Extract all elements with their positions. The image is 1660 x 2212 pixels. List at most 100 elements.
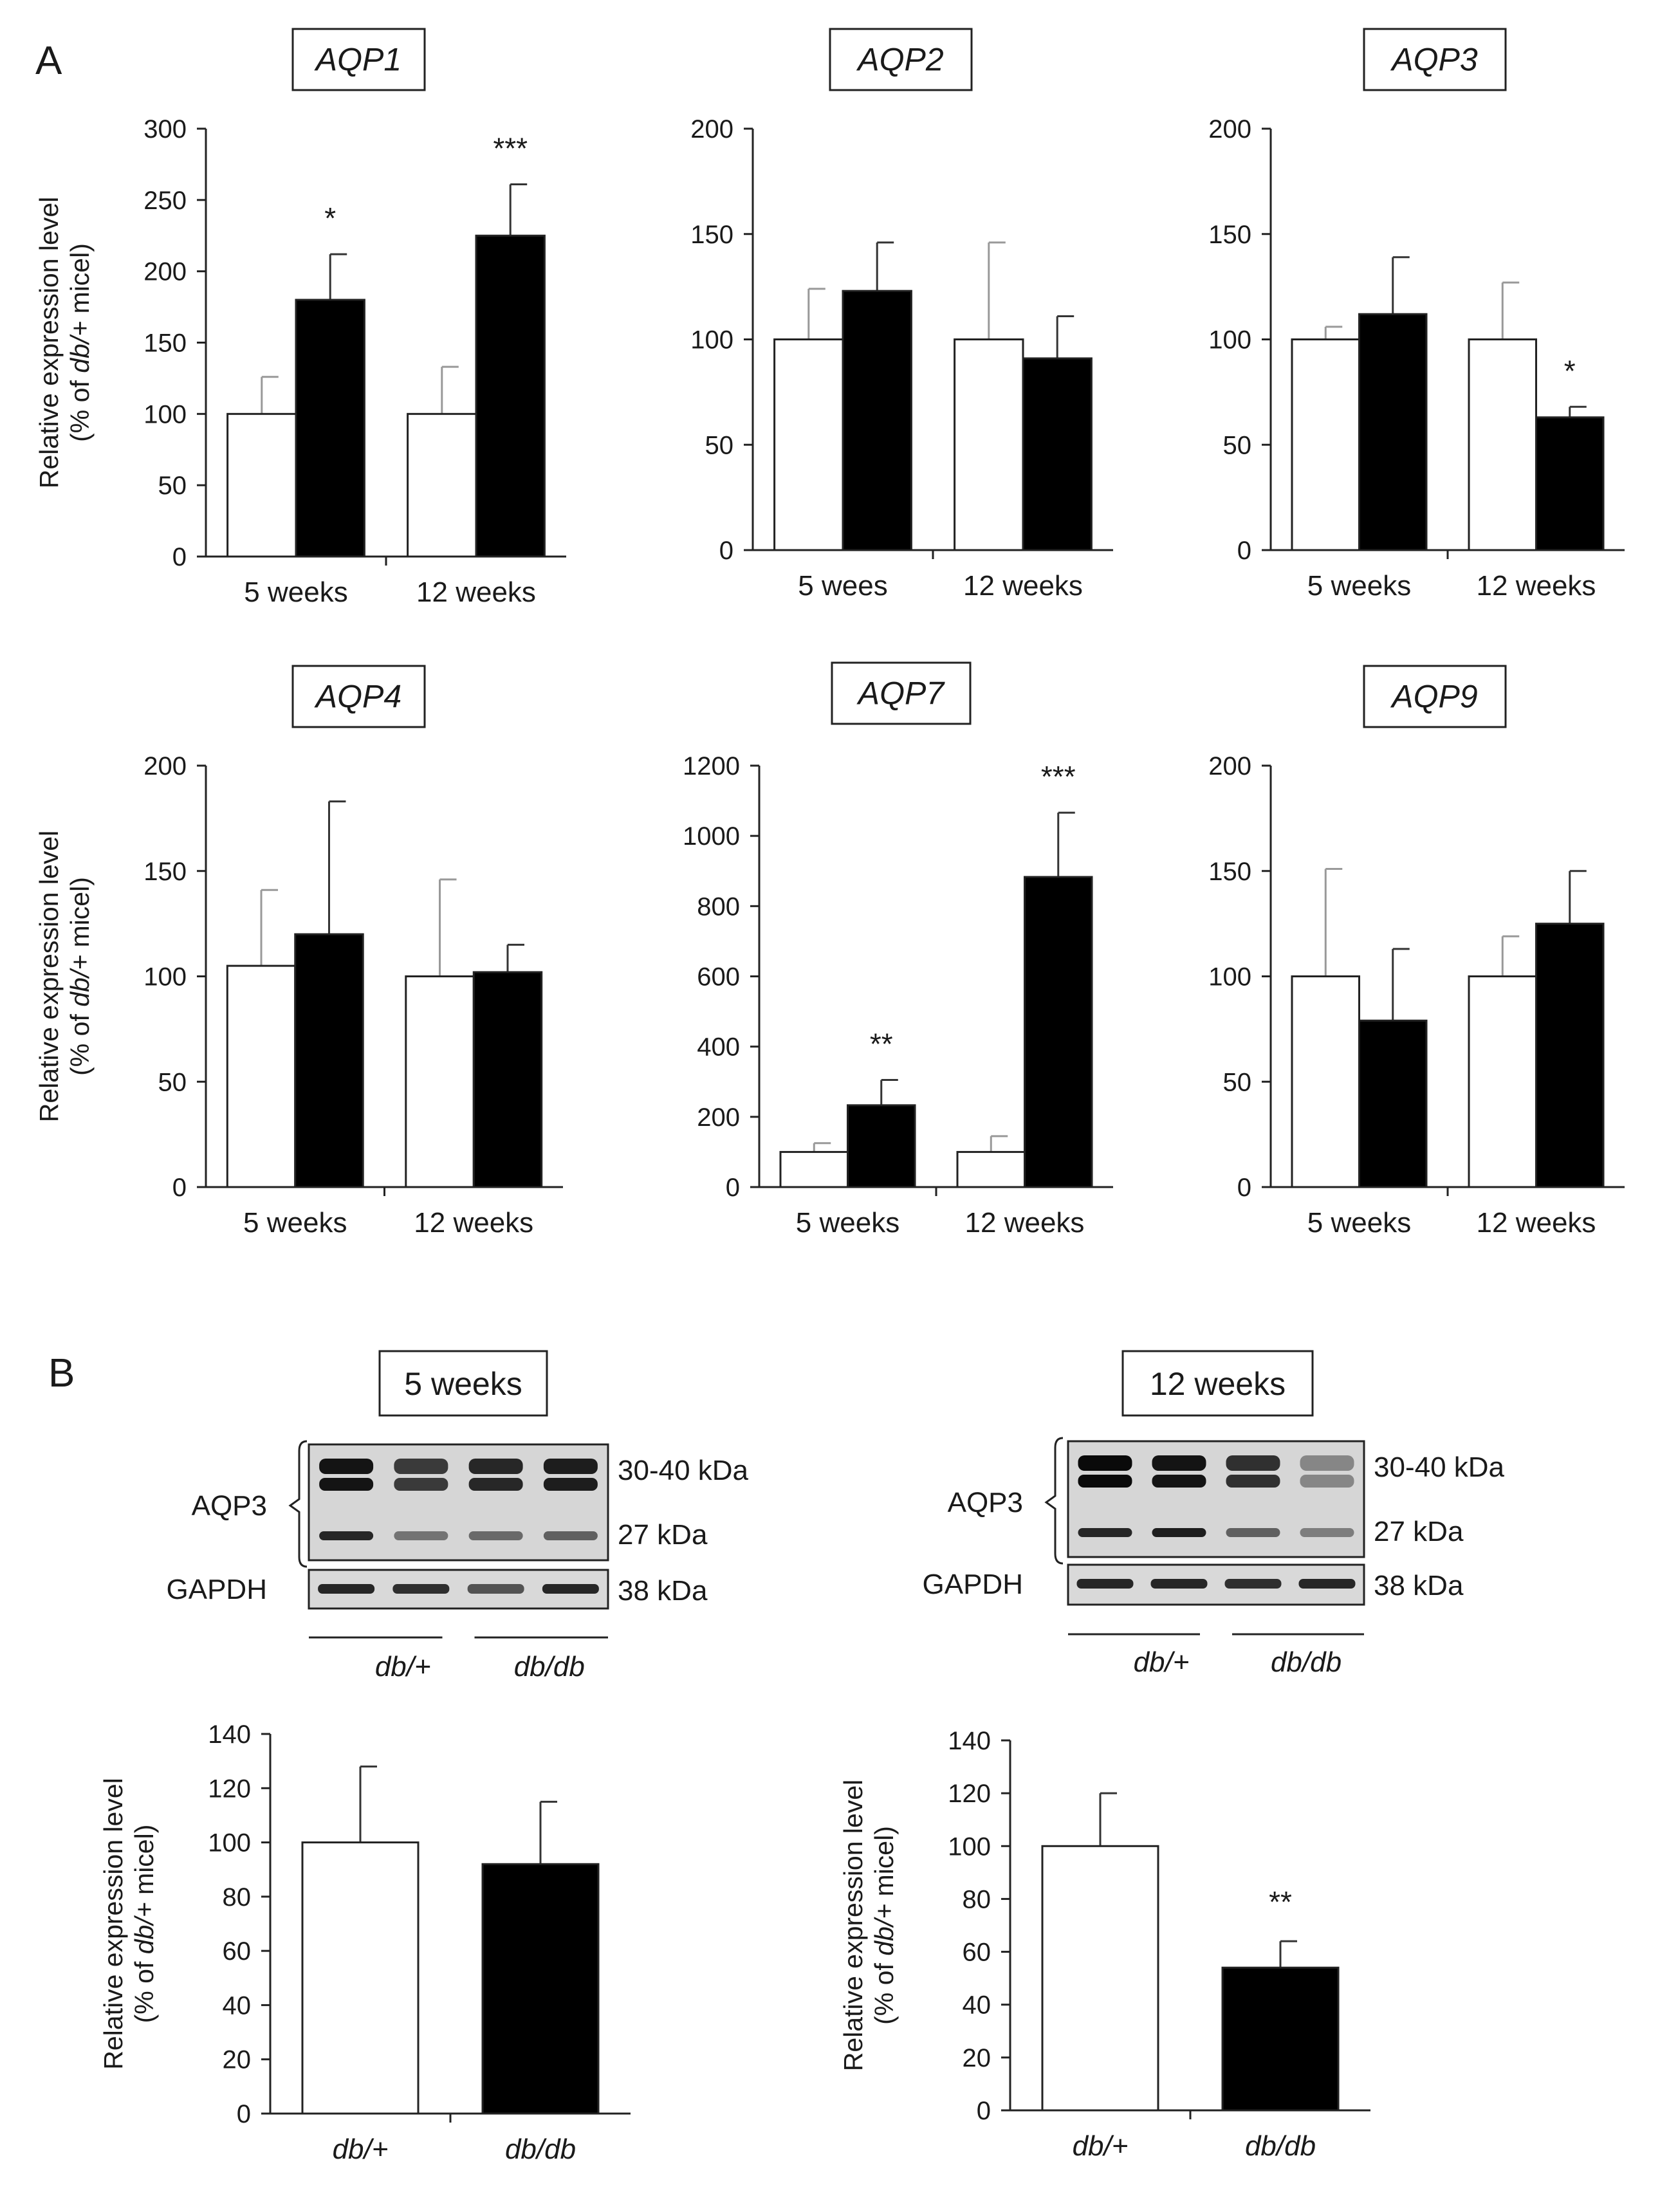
band-gapdh [392,1584,450,1594]
bar-control [1468,975,1537,1188]
blot-protein-label: AQP3 [192,1490,267,1522]
y-tick-label: 80 [223,1883,252,1912]
band-lower [394,1531,448,1540]
bar-control [226,964,297,1188]
bar-control [954,338,1024,551]
chart-4: AQP7 0 200 400 600 800 1000 1200 ** 5 weeks *** 12 … [683,661,1113,1239]
y-axis-label-line1: Relative expression level [838,1780,868,2072]
marker-label: 30-40 kDa [618,1455,749,1486]
marker-label: 27 kDa [618,1519,708,1551]
chart-title-box [1363,28,1507,91]
bar-treated [294,933,364,1188]
y-tick-label: 200 [1208,752,1251,780]
bar-treated [1358,1019,1428,1188]
y-axis-label-line1: Relative expression level [34,831,64,1123]
band-lower [1152,1528,1206,1537]
chart-title-box [831,661,972,725]
marker-label: 27 kDa [1374,1516,1464,1547]
significance-mark: * [1564,354,1576,387]
significance-mark: ** [870,1028,893,1061]
y-axis-label: Relative expression level (% of db/+ mice… [34,831,95,1123]
y-axis-label-line2: (% of db/+ micel) [65,243,95,442]
band-upper-1 [1226,1455,1280,1471]
bar-treated [1358,313,1428,551]
band-upper-1 [319,1459,374,1474]
y-tick-label: 140 [948,1727,991,1755]
y-tick-label: 100 [690,326,733,355]
y-tick-label: 0 [237,2100,251,2128]
panel-label-a: A [35,39,62,83]
band-upper-1 [394,1459,448,1474]
y-axis-label: Relative expression level (% of db/+ mice… [838,1780,899,2072]
blot-bracket [288,1440,308,1568]
band-upper-2 [394,1478,448,1491]
y-tick-label: 100 [1208,326,1251,355]
y-tick-label: 200 [690,115,733,143]
significance-mark: ** [1269,1885,1292,1919]
y-tick-label: 50 [705,431,734,459]
y-tick-label: 0 [977,2097,991,2125]
chart-5: AQP9 0 50 100 150 200 5 weeks 12 weeks [1208,665,1625,1239]
chart-title: AQP4 [314,679,401,715]
group-label: db/+ [1134,1646,1190,1678]
bar-treated [1024,876,1093,1188]
y-tick-label: 60 [963,1939,991,1967]
blot-protein-label: AQP3 [948,1487,1023,1518]
chart-7: 0 20 40 60 80 100 120 140 Relative expression le… [838,1727,1370,2162]
y-tick-label: 100 [143,963,187,991]
blot-title: 12 weeks [1150,1366,1286,1402]
y-tick-label: 20 [963,2044,991,2072]
band-upper-2 [1152,1475,1206,1488]
y-tick-label: 600 [697,963,740,991]
y-tick-label: 120 [948,1780,991,1808]
y-tick-label: 50 [158,1068,187,1096]
y-tick-label: 120 [208,1774,251,1803]
marker-label: 30-40 kDa [1374,1452,1505,1483]
x-category-label: 5 weeks [243,1207,347,1239]
bar-treated [1535,923,1605,1188]
blot-title: 5 weeks [404,1366,522,1402]
x-category-label: 12 weeks [965,1207,1085,1239]
y-tick-label: 250 [143,187,187,215]
x-category-label: 12 weeks [1477,1207,1596,1239]
y-tick-label: 20 [223,2046,252,2074]
y-axis-label-line1: Relative expression level [98,1778,128,2070]
x-category-label: 5 wees [798,570,887,602]
y-tick-label: 400 [697,1033,740,1062]
chart-2: AQP3 0 50 100 150 200 5 weeks * 12 weeks [1208,28,1625,602]
y-tick-label: 0 [1237,537,1251,565]
band-lower [543,1531,598,1540]
y-tick-label: 0 [1237,1174,1251,1202]
band-lower [468,1531,523,1540]
y-axis-label-line2: (% of db/+ micel) [869,1826,899,2025]
chart-1: AQP2 0 50 100 150 200 5 wees 12 weeks [690,28,1113,602]
blots-layer: 5 weeks AQP3 GAPDH 30-40 kDa 27 kDa 38 kDa db/… [167,1350,1505,1682]
x-category-label: db/db [505,2134,576,2165]
y-tick-label: 150 [690,221,733,249]
band-gapdh [467,1584,524,1594]
bar-control [1468,338,1537,551]
x-category-label: 5 weeks [796,1207,899,1239]
bar-treated [1221,1966,1340,2112]
y-tick-label: 200 [697,1103,740,1132]
blot-title-box [378,1350,548,1417]
x-category-label: db/+ [333,2134,389,2165]
y-tick-label: 50 [158,472,187,500]
blot-loading-label: GAPDH [923,1569,1023,1600]
y-tick-label: 40 [963,1991,991,2020]
y-tick-label: 80 [963,1885,991,1913]
group-label: db/+ [375,1651,431,1682]
y-tick-label: 100 [208,1829,251,1857]
y-tick-label: 150 [1208,221,1251,249]
marker-label: 38 kDa [1374,1570,1464,1601]
bar-control [301,1841,420,2115]
y-tick-label: 150 [1208,858,1251,886]
y-tick-label: 150 [143,329,187,358]
y-axis-label: Relative expression level (% of db/+ mice… [98,1778,159,2070]
blot-title-box [1121,1350,1314,1417]
band-upper-1 [1078,1455,1132,1471]
x-category-label: 12 weeks [414,1207,533,1239]
y-tick-label: 200 [143,752,187,780]
y-tick-label: 50 [1223,431,1252,459]
